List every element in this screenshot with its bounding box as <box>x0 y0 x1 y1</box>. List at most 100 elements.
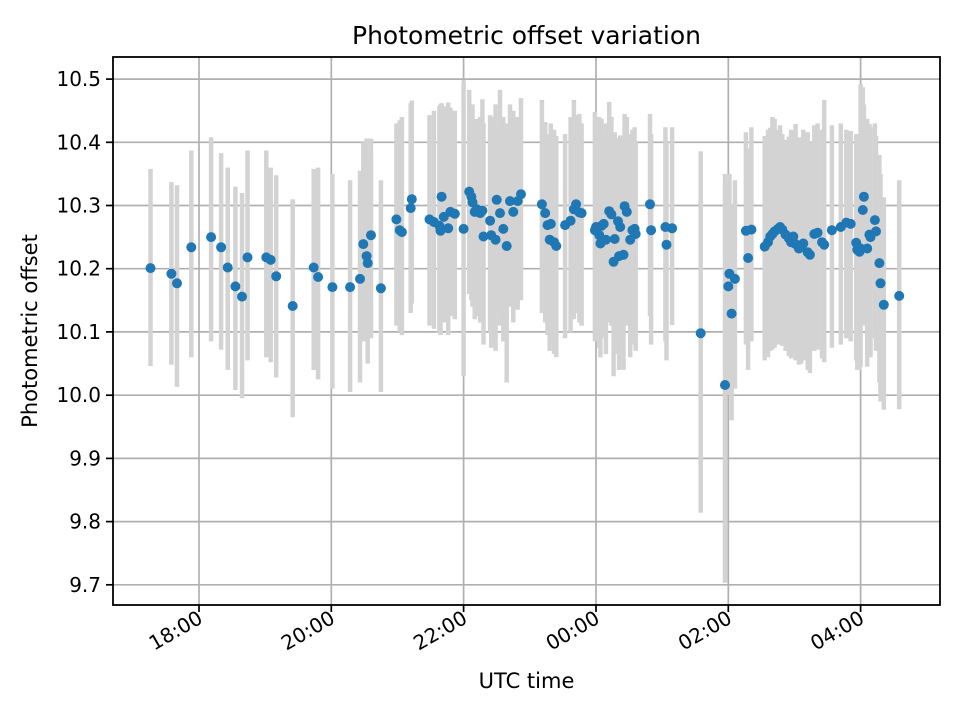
data-point <box>230 281 241 292</box>
data-point <box>265 254 276 265</box>
data-point <box>720 380 730 390</box>
data-point <box>788 231 799 242</box>
data-point <box>186 242 197 253</box>
y-tick-label: 10.0 <box>56 383 101 407</box>
data-point <box>505 196 515 207</box>
data-point <box>545 218 556 229</box>
data-point <box>216 242 227 253</box>
data-point <box>435 225 446 236</box>
data-point <box>485 215 496 226</box>
data-point <box>812 227 823 238</box>
data-point <box>878 299 889 310</box>
x-axis-label: UTC time <box>478 669 575 693</box>
data-point <box>598 218 609 229</box>
data-point <box>491 194 502 205</box>
data-point <box>478 231 489 242</box>
data-point <box>391 214 402 225</box>
data-point <box>798 238 809 249</box>
data-point <box>862 243 873 254</box>
data-point <box>875 278 886 289</box>
x-tick-label: 02:00 <box>674 606 736 656</box>
data-point <box>894 290 905 301</box>
y-tick-label: 9.7 <box>69 573 101 597</box>
data-points <box>145 186 905 390</box>
data-point <box>857 205 868 215</box>
data-point <box>271 271 282 282</box>
data-point <box>375 283 386 294</box>
data-point <box>695 328 706 339</box>
data-point <box>436 191 447 202</box>
data-point <box>490 234 501 245</box>
data-point <box>565 215 576 226</box>
data-point <box>600 234 611 245</box>
data-point <box>667 223 678 234</box>
data-point <box>443 223 454 234</box>
y-tick-label: 9.9 <box>69 446 101 470</box>
data-point <box>458 223 469 234</box>
data-point <box>869 215 880 226</box>
data-point <box>576 208 587 219</box>
data-point <box>501 241 512 251</box>
data-point <box>536 199 547 210</box>
data-point <box>618 249 629 260</box>
x-tick-label: 04:00 <box>806 606 868 656</box>
data-point <box>723 281 734 292</box>
y-axis-label: Photometric offset <box>18 234 42 428</box>
data-point <box>874 258 885 269</box>
y-tick-label: 10.1 <box>56 320 101 344</box>
data-point <box>145 263 156 274</box>
data-point <box>621 206 632 217</box>
data-point <box>242 252 253 263</box>
data-point <box>308 262 319 273</box>
data-point <box>516 189 526 200</box>
data-point <box>729 273 740 284</box>
chart-title: Photometric offset variation <box>352 21 701 50</box>
data-point <box>630 229 641 239</box>
data-point <box>495 208 505 219</box>
x-tick-label: 22:00 <box>409 606 471 656</box>
y-tick-label: 10.4 <box>56 130 101 154</box>
data-point <box>615 222 626 232</box>
data-point <box>571 199 582 210</box>
data-point <box>396 227 407 238</box>
data-point <box>477 205 488 216</box>
data-point <box>743 253 754 263</box>
x-tick-label: 18:00 <box>145 606 207 656</box>
data-point <box>858 191 869 202</box>
data-point <box>540 208 551 219</box>
data-point <box>222 262 233 273</box>
data-point <box>355 273 365 284</box>
data-point <box>871 226 881 237</box>
data-point <box>609 234 620 244</box>
data-point <box>508 206 519 217</box>
data-point <box>166 268 177 279</box>
data-point <box>172 278 182 289</box>
data-point <box>206 232 217 243</box>
data-point <box>449 208 460 219</box>
data-point <box>819 239 830 250</box>
data-point <box>237 291 247 302</box>
data-point <box>358 239 369 250</box>
data-point <box>345 282 356 293</box>
data-point <box>406 194 417 205</box>
x-tick-label: 20:00 <box>277 606 339 656</box>
data-point <box>646 225 657 236</box>
data-point <box>606 209 617 220</box>
data-point <box>551 241 562 251</box>
y-tick-label: 10.2 <box>56 257 101 281</box>
y-tick-label: 10.5 <box>56 67 101 91</box>
data-point <box>366 230 376 241</box>
data-point <box>845 218 856 229</box>
data-point <box>804 249 815 260</box>
data-point <box>726 308 737 319</box>
data-point <box>327 282 338 293</box>
y-tick-label: 9.8 <box>69 510 101 534</box>
data-point <box>661 239 672 250</box>
data-point <box>405 203 416 214</box>
data-point <box>498 223 509 234</box>
data-point <box>362 258 373 269</box>
axis-ticks <box>106 78 862 612</box>
data-point <box>746 224 757 235</box>
